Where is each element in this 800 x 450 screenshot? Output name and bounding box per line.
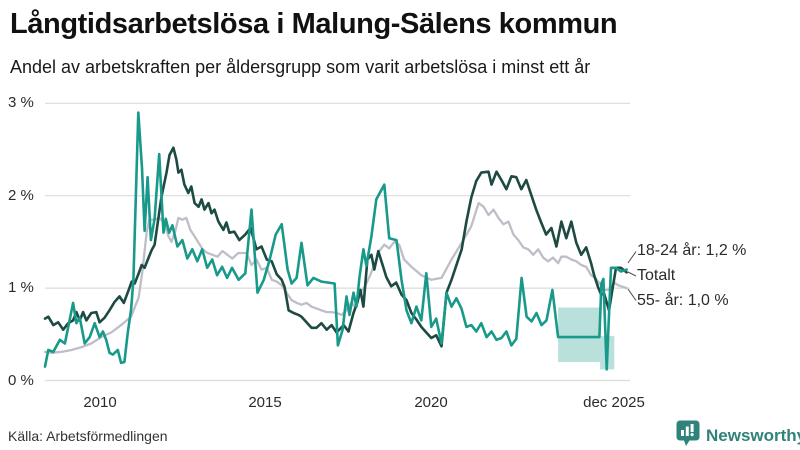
x-axis-tick-dec-2025: dec 2025 (583, 394, 645, 411)
newsworthy-wordmark: Newsworthy (706, 426, 800, 445)
series-end-label-18-24: 18-24 år: 1,2 % (637, 242, 747, 259)
x-axis-tick-2015: 2015 (248, 394, 282, 411)
source-label: Källa: Arbetsförmedlingen (8, 428, 168, 444)
page-title: Långtidsarbetslösa i Malung-Sälens kommu… (10, 8, 618, 40)
y-axis-tick-1pct: 1 % (8, 279, 34, 296)
newsworthy-speech-bubble-barchart-icon (676, 420, 700, 450)
x-axis-tick-2020: 2020 (414, 394, 448, 411)
x-axis-tick-2010: 2010 (83, 394, 117, 411)
y-axis-tick-2pct: 2 % (8, 187, 34, 204)
series-end-label-totalt: Totalt (637, 267, 676, 284)
y-axis-tick-3pct: 3 % (8, 94, 34, 111)
y-axis-tick-0pct: 0 % (8, 372, 34, 389)
series-end-label-55plus: 55- år: 1,0 % (637, 292, 729, 309)
page-subtitle: Andel av arbetskraften per åldersgrupp s… (10, 57, 591, 77)
newsworthy-logo: Newsworthy (676, 420, 800, 450)
